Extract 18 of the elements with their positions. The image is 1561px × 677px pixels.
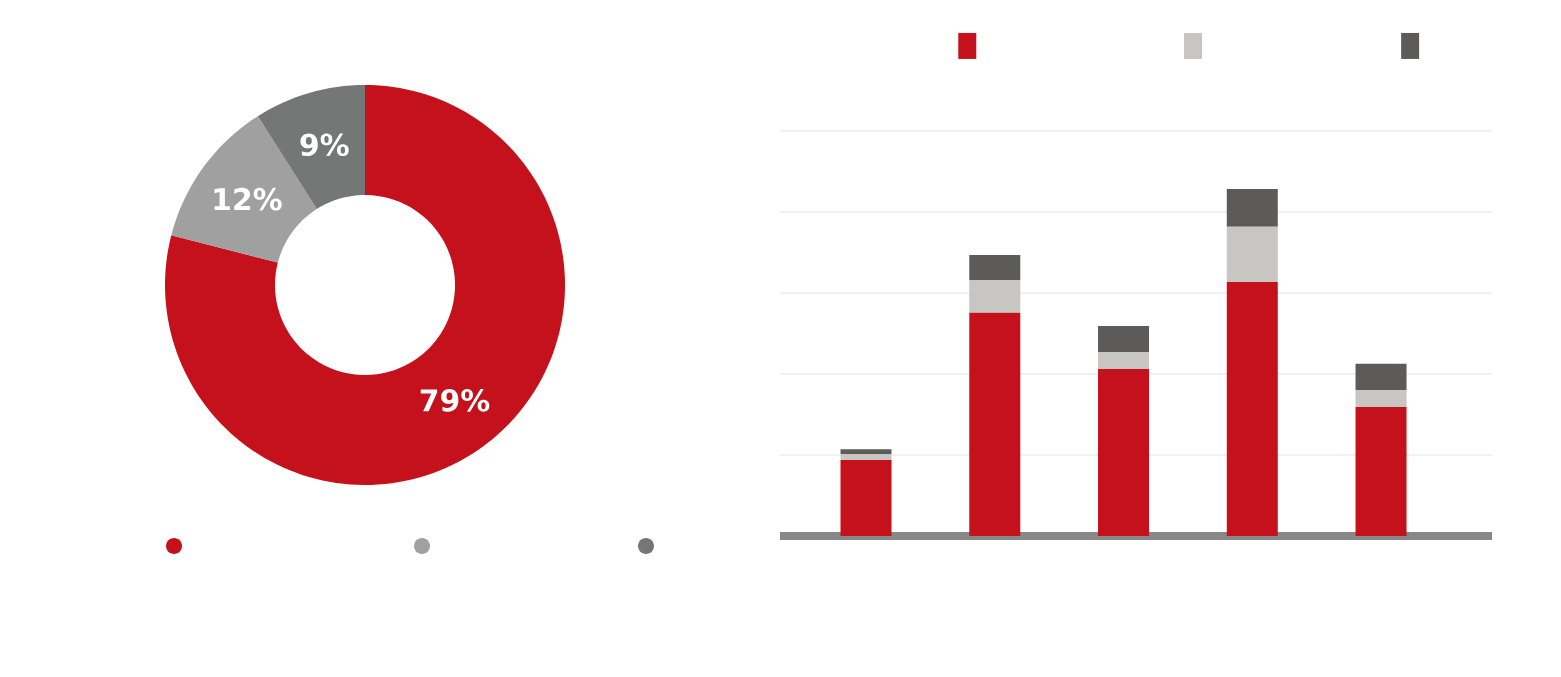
- bar: [1355, 406, 1407, 536]
- data-label: 9%: [300, 133, 349, 157]
- bar: [1355, 389, 1407, 407]
- bar: [840, 460, 892, 536]
- bar: [1098, 326, 1150, 353]
- bar: [1355, 363, 1407, 390]
- bar: [840, 454, 892, 460]
- bar: [840, 449, 892, 455]
- bar: [1098, 352, 1150, 370]
- data-label: 79%: [420, 389, 490, 412]
- bar: [969, 254, 1021, 280]
- bar: [1226, 281, 1278, 536]
- bar: [969, 279, 1021, 313]
- data-label: 12%: [214, 187, 282, 211]
- bar: [1098, 369, 1150, 536]
- bar: [1226, 188, 1278, 227]
- bar: [969, 312, 1021, 536]
- bar: [1226, 226, 1278, 282]
